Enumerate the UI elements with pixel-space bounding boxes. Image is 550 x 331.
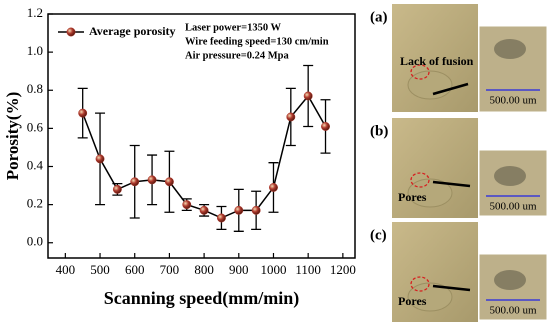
x-tick-label: 1200 [330, 262, 356, 277]
point [199, 205, 209, 215]
annotation: Air pressure=0.24 Mpa [185, 50, 289, 61]
arrow [432, 180, 471, 188]
y-tick-label: 0.0 [27, 234, 43, 249]
point [321, 122, 330, 131]
point [303, 91, 313, 101]
point [269, 183, 278, 192]
y-tick-label: 1.0 [27, 43, 43, 58]
point [286, 112, 296, 122]
y-axis-label: Porosity(%) [3, 92, 22, 180]
y-tick-label: 0.4 [27, 157, 44, 172]
x-tick-label: 1100 [295, 262, 321, 277]
legend-marker [66, 27, 76, 37]
scale-label: 500.00 um [489, 305, 537, 317]
annotation: Laser power=1350 W [185, 22, 282, 33]
point [164, 177, 174, 187]
point [112, 184, 122, 194]
x-tick-label: 700 [160, 262, 180, 277]
feature [407, 282, 453, 312]
scale-label: 500.00 um [489, 95, 537, 107]
x-tick-label: 500 [90, 262, 110, 277]
x-tick-label: 1000 [260, 262, 286, 277]
scale-label: 500.00 um [489, 201, 537, 213]
point [251, 205, 261, 215]
point [234, 205, 244, 215]
point [216, 213, 226, 223]
point [130, 177, 140, 187]
x-tick-label: 400 [56, 262, 76, 277]
x-tick-label: 800 [194, 262, 214, 277]
x-tick-label: 900 [229, 262, 249, 277]
panel-label: (b) [370, 123, 388, 139]
feature [407, 70, 453, 100]
arrow [432, 284, 471, 292]
inset-feature [494, 270, 526, 290]
feature [407, 178, 453, 208]
point [95, 154, 105, 164]
panel-label: (a) [370, 9, 388, 25]
x-axis-label: Scanning speed(mm/min) [104, 288, 300, 309]
legend-label: Average porosity [89, 24, 176, 38]
panel-annotation: Pores [398, 294, 427, 308]
plot-frame [47, 13, 356, 259]
y-tick-label: 1.2 [27, 5, 43, 20]
defect-circle [410, 64, 430, 80]
inset-feature [494, 39, 526, 59]
y-tick-label: 0.8 [27, 81, 43, 96]
y-tick-label: 0.6 [27, 119, 44, 134]
defect-circle [410, 276, 430, 292]
y-tick-label: 0.2 [27, 196, 43, 211]
point [147, 175, 157, 185]
panel-annotation: Lack of fusion [400, 54, 474, 68]
defect-circle [410, 172, 430, 188]
arrow [432, 82, 469, 96]
point [78, 108, 88, 118]
point [182, 200, 192, 210]
x-tick-label: 600 [125, 262, 145, 277]
panel-annotation: Pores [398, 190, 427, 204]
inset-feature [494, 166, 526, 186]
annotation: Wire feeding speed=130 cm/min [185, 36, 329, 47]
panel-label: (c) [370, 227, 387, 243]
